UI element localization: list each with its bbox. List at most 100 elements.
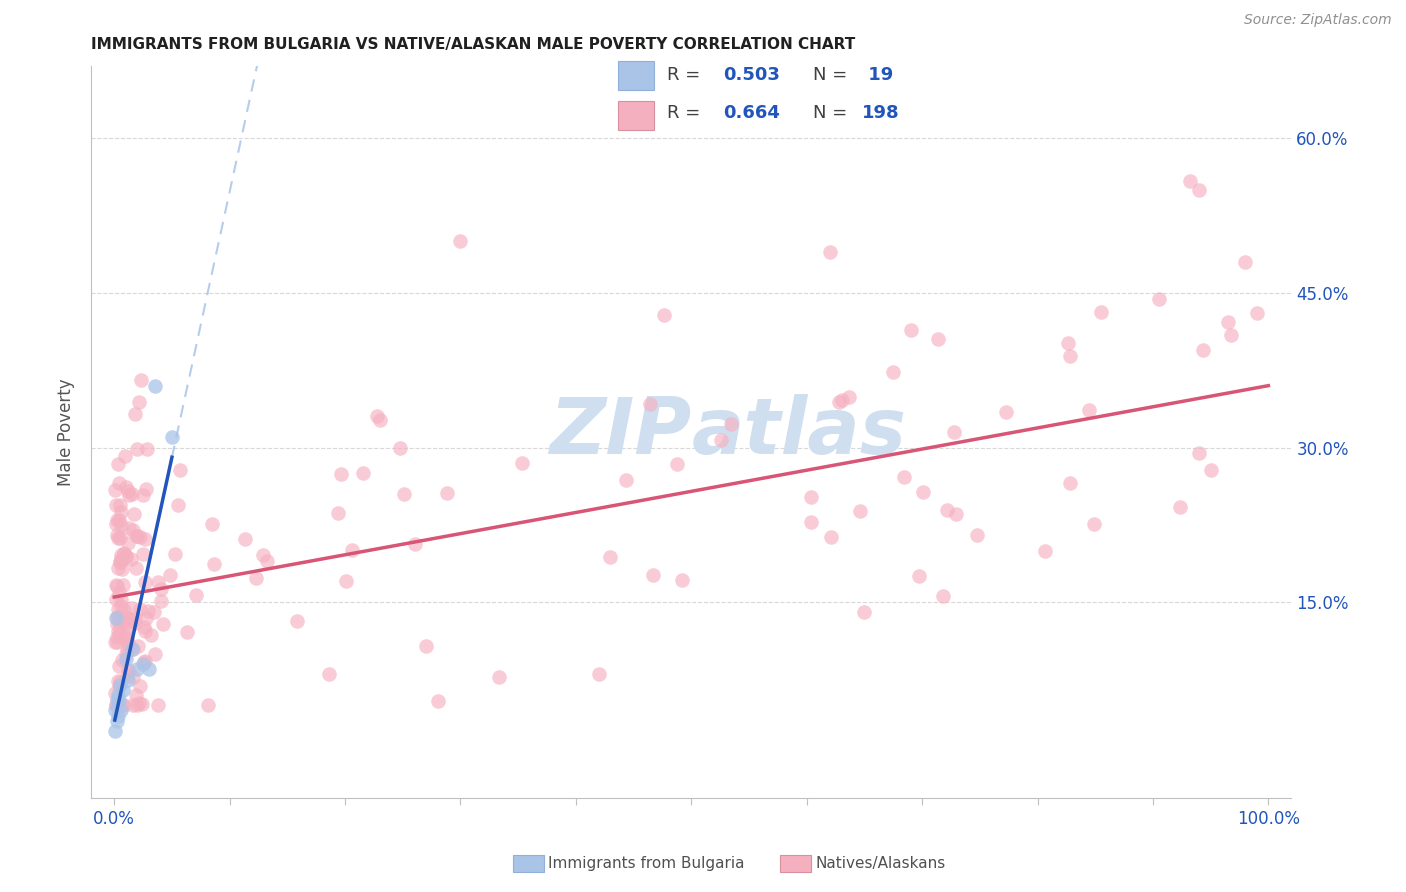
Text: 0.664: 0.664 <box>724 104 780 122</box>
Point <box>146 574 169 589</box>
Point <box>1083 516 1105 531</box>
Point <box>117 663 139 677</box>
Point <box>105 528 128 542</box>
Point <box>117 642 139 657</box>
Point <box>1216 315 1239 329</box>
Point <box>599 549 621 564</box>
Point <box>588 667 610 681</box>
Point <box>108 532 131 546</box>
Point <box>252 548 274 562</box>
Point <box>125 698 148 713</box>
Point <box>107 688 129 702</box>
Point <box>107 475 129 490</box>
Point <box>105 714 128 728</box>
Text: Immigrants from Bulgaria: Immigrants from Bulgaria <box>548 856 745 871</box>
Point <box>105 693 128 707</box>
Point <box>201 516 224 531</box>
Point <box>143 647 166 661</box>
Point <box>163 547 186 561</box>
Point <box>942 425 965 439</box>
Point <box>1059 475 1081 490</box>
Point <box>105 616 128 631</box>
FancyBboxPatch shape <box>617 62 654 90</box>
Point <box>849 504 872 518</box>
Point <box>1178 173 1201 187</box>
Point <box>285 614 308 628</box>
Point <box>1147 292 1170 306</box>
Point <box>114 615 136 630</box>
Point <box>108 679 131 693</box>
Point <box>105 635 128 649</box>
Point <box>436 486 458 500</box>
Point <box>108 675 131 690</box>
Point <box>666 458 689 472</box>
Point <box>159 567 181 582</box>
Point <box>152 616 174 631</box>
Point <box>118 664 141 678</box>
Text: R =: R = <box>668 104 706 122</box>
Point <box>125 529 148 543</box>
Point <box>105 517 128 532</box>
Point <box>110 704 132 718</box>
Point <box>1059 349 1081 363</box>
Point <box>132 547 155 561</box>
Point <box>1077 403 1099 417</box>
Point <box>104 483 127 497</box>
Text: R =: R = <box>668 66 706 84</box>
Point <box>115 648 138 662</box>
Point <box>107 602 129 616</box>
Point <box>110 552 132 566</box>
Point <box>104 698 127 713</box>
Point <box>114 550 136 565</box>
Point <box>800 490 823 504</box>
Point <box>114 652 136 666</box>
Point <box>108 615 131 630</box>
Point <box>131 697 153 711</box>
Point <box>121 641 143 656</box>
Point <box>149 594 172 608</box>
Point <box>117 640 139 654</box>
Point <box>117 635 139 649</box>
Point <box>394 487 416 501</box>
Point <box>127 442 149 456</box>
Point <box>134 654 156 668</box>
Text: IMMIGRANTS FROM BULGARIA VS NATIVE/ALASKAN MALE POVERTY CORRELATION CHART: IMMIGRANTS FROM BULGARIA VS NATIVE/ALASK… <box>91 37 855 53</box>
Point <box>112 682 135 697</box>
Point <box>328 506 350 520</box>
Point <box>111 698 134 713</box>
Point <box>107 627 129 641</box>
Point <box>820 530 842 544</box>
Point <box>118 488 141 502</box>
Point <box>104 499 127 513</box>
Point <box>488 670 510 684</box>
Point <box>1234 255 1257 269</box>
Point <box>132 656 155 670</box>
Point <box>110 517 132 532</box>
Point <box>139 627 162 641</box>
Point <box>671 574 693 588</box>
Point <box>710 434 733 448</box>
Point <box>510 456 533 470</box>
Point <box>107 708 129 723</box>
Point <box>122 523 145 537</box>
Point <box>136 442 159 457</box>
Point <box>1090 305 1112 319</box>
Text: N =: N = <box>813 66 852 84</box>
Point <box>111 653 134 667</box>
Point <box>1191 343 1213 358</box>
Point <box>352 467 374 481</box>
Point <box>654 308 676 322</box>
Point <box>945 507 967 521</box>
Point <box>132 657 155 671</box>
Point <box>112 615 135 629</box>
Point <box>110 599 132 613</box>
Point <box>129 531 152 545</box>
Point <box>115 669 138 683</box>
Point <box>148 698 170 713</box>
Point <box>107 673 129 688</box>
Point <box>125 561 148 575</box>
Point <box>125 688 148 702</box>
Point <box>129 373 152 387</box>
Point <box>134 619 156 633</box>
Point <box>335 574 357 589</box>
